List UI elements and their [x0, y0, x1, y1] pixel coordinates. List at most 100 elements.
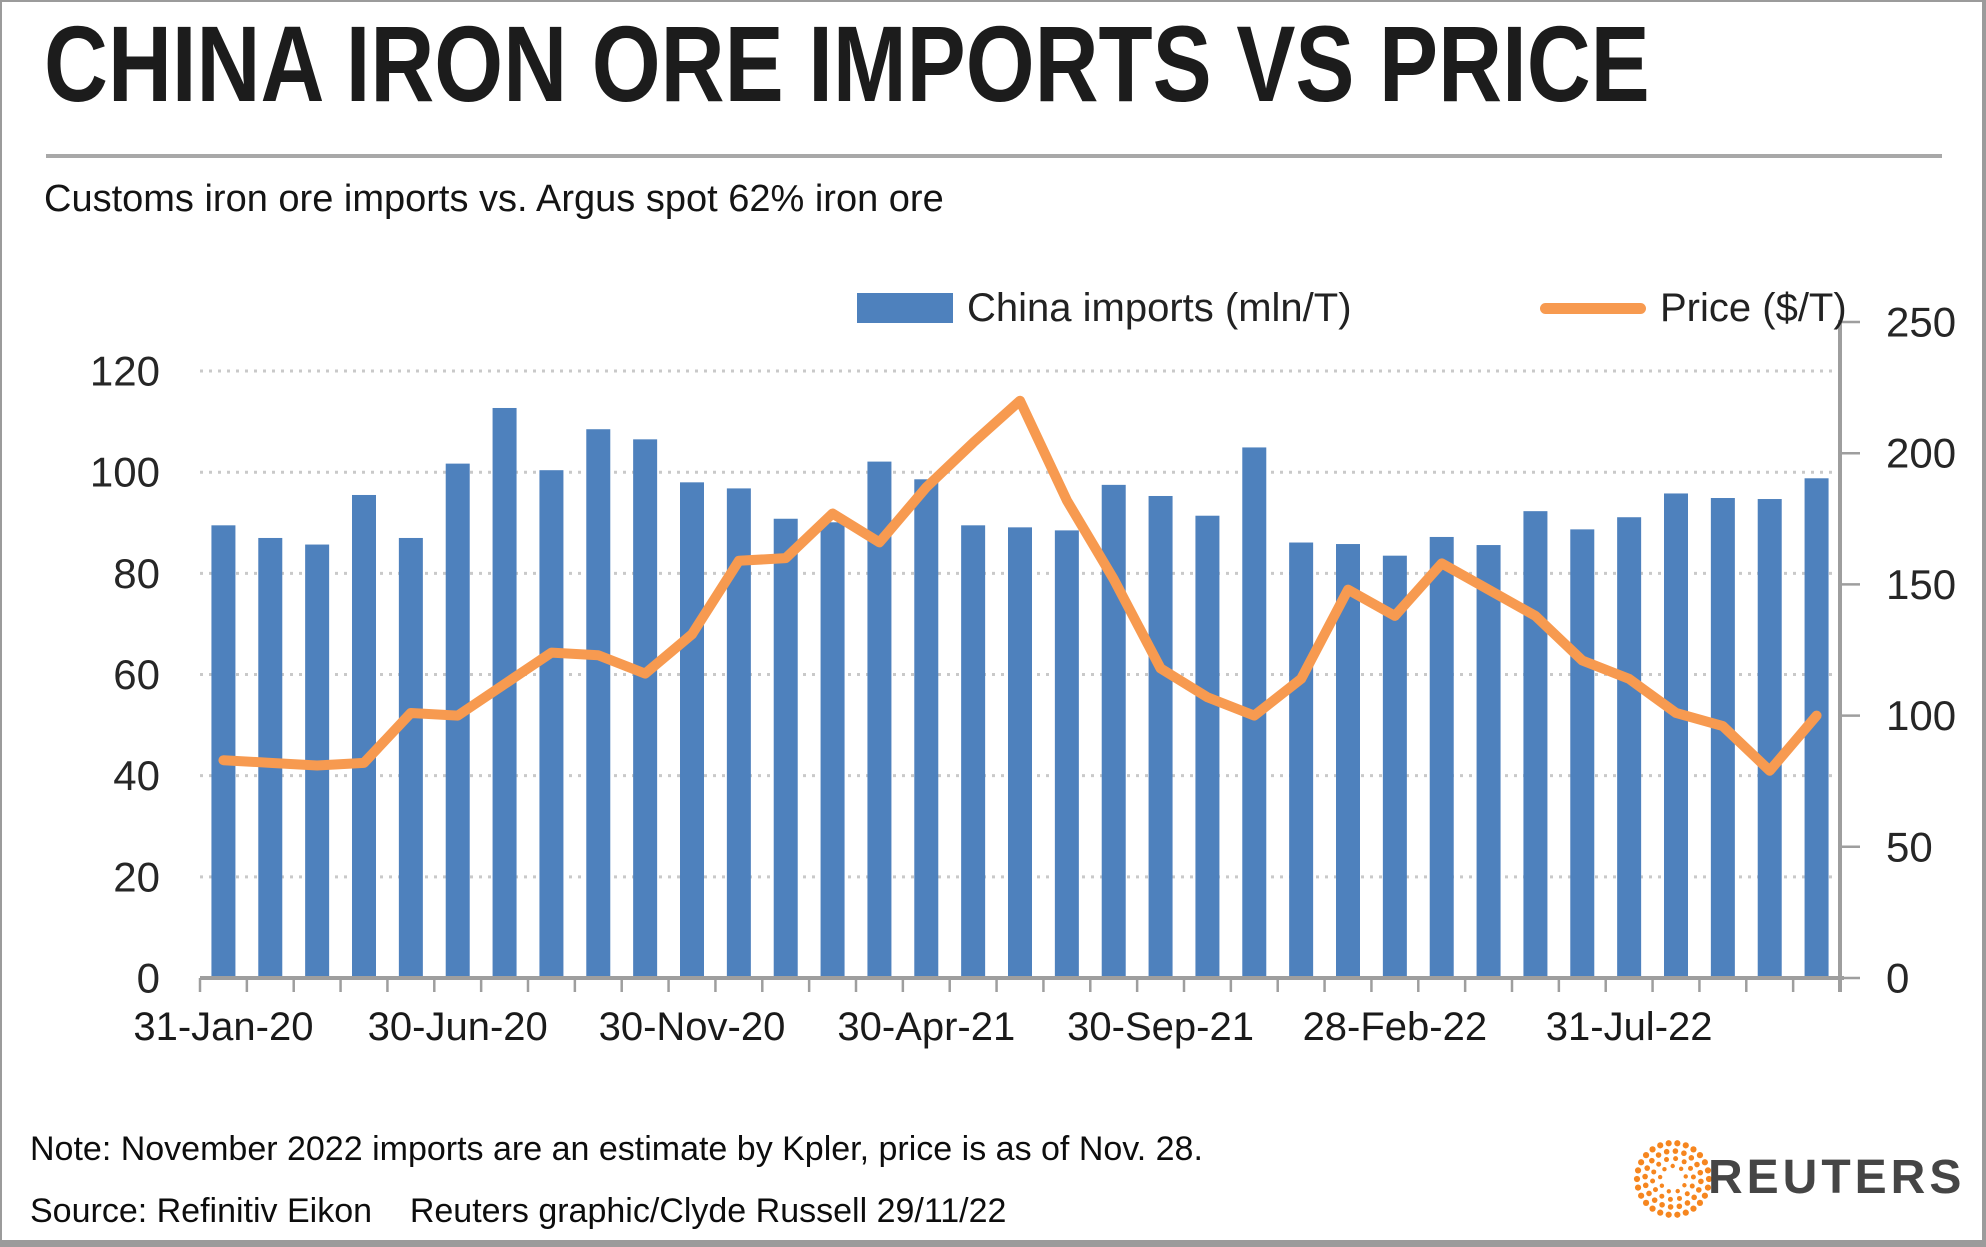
import-bar: [1476, 545, 1501, 978]
import-bar: [398, 537, 423, 978]
logo-dot: [1688, 1155, 1695, 1161]
logo-dot: [1674, 1140, 1681, 1147]
logo-dot: [1638, 1192, 1645, 1199]
page-title: CHINA IRON ORE IMPORTS VS PRICE: [44, 3, 1650, 124]
logo-dot: [1665, 1140, 1672, 1147]
import-bar: [1336, 544, 1360, 978]
import-bar: [633, 439, 658, 978]
import-bar: [492, 407, 517, 978]
logo-dot: [1652, 1187, 1658, 1193]
imports-legend-label: China imports (mln/T): [967, 285, 1352, 330]
logo-dot: [1642, 1182, 1649, 1189]
logo-dot: [1681, 1159, 1687, 1165]
import-bar: [961, 525, 986, 978]
logo-dot: [1655, 1152, 1662, 1158]
logo-dot: [1633, 1175, 1641, 1183]
logo-dot: [1694, 1161, 1700, 1168]
import-bar: [445, 463, 470, 978]
logo-dot: [1695, 1187, 1702, 1193]
logo-dot: [1676, 1203, 1683, 1210]
left-axis-tick-label: 120: [90, 348, 160, 395]
logo-dot: [1675, 1188, 1680, 1194]
logo-dot: [1696, 1152, 1704, 1159]
right-axis-tick-label: 100: [1886, 692, 1956, 739]
import-bar: [1664, 493, 1688, 978]
logo-dot: [1670, 1163, 1675, 1169]
logo-dot: [1642, 1173, 1648, 1180]
logo-dot: [1657, 1209, 1664, 1216]
logo-dot: [1642, 1152, 1650, 1159]
reuters-wordmark: REUTERS: [1708, 1151, 1966, 1204]
left-axis-tick-label: 60: [113, 651, 160, 698]
logo-dot: [1642, 1199, 1650, 1206]
logo-dot: [1705, 1175, 1713, 1183]
price-line: [218, 395, 1822, 776]
logo-dot: [1704, 1167, 1712, 1174]
import-bar: [914, 479, 939, 978]
right-axis-tick-label: 200: [1886, 430, 1956, 477]
logo-dot: [1638, 1159, 1645, 1166]
title-divider: [46, 154, 1942, 158]
logo-dot: [1690, 1205, 1697, 1212]
logo-dot: [1681, 1150, 1687, 1157]
reuters-logo-icon: [1633, 1140, 1713, 1218]
logo-dot: [1682, 1183, 1687, 1188]
logo-dot: [1688, 1165, 1694, 1171]
logo-dot: [1634, 1184, 1642, 1191]
import-bar: [539, 470, 564, 978]
legend-item-price: Price ($/T): [1540, 286, 1847, 330]
source-line: Source: Refinitiv Eikon Reuters graphic/…: [30, 1192, 1007, 1230]
logo-dot: [1697, 1169, 1704, 1176]
import-bar: [1382, 555, 1407, 978]
logo-dot: [1649, 1146, 1656, 1153]
right-axis-tick-label: 150: [1886, 561, 1956, 608]
logo-dot: [1701, 1159, 1708, 1166]
logo-dot: [1667, 1204, 1674, 1210]
logo-dot: [1690, 1146, 1697, 1153]
x-axis-date-label: 30-Nov-20: [599, 1005, 786, 1049]
logo-dot: [1690, 1174, 1696, 1180]
logo-dot: [1656, 1161, 1662, 1167]
import-bar: [1054, 530, 1079, 978]
import-bar: [211, 525, 236, 978]
import-bar: [1523, 511, 1548, 978]
logo-dot: [1704, 1184, 1712, 1191]
logo-dot: [1672, 1148, 1679, 1154]
logo-dot: [1683, 1174, 1688, 1179]
import-bar: [820, 522, 845, 978]
x-axis-date-label: 28-Feb-22: [1303, 1005, 1488, 1049]
imports-legend-swatch: [857, 293, 953, 323]
logo-dot: [1664, 1157, 1670, 1163]
x-axis-date-label: 30-Jun-20: [368, 1005, 548, 1049]
logo-dot: [1674, 1211, 1681, 1218]
logo-dot: [1657, 1174, 1663, 1180]
right-axis-tick-label: 250: [1886, 299, 1956, 346]
logo-dot: [1682, 1142, 1689, 1149]
right-axis-tick-label: 50: [1886, 823, 1933, 870]
legend-item-imports: China imports (mln/T): [857, 286, 1352, 330]
logo-dot: [1665, 1211, 1672, 1218]
logo-dot: [1701, 1192, 1708, 1199]
left-axis-tick-label: 0: [137, 955, 160, 1002]
logo-dot: [1646, 1190, 1652, 1197]
logo-dot: [1649, 1205, 1656, 1212]
logo-dot: [1667, 1196, 1673, 1202]
logo-dot: [1684, 1191, 1690, 1197]
logo-dot: [1657, 1142, 1664, 1149]
import-bar: [773, 518, 798, 978]
import-bar: [1429, 536, 1454, 978]
logo-dot: [1651, 1197, 1658, 1203]
import-bar: [586, 429, 611, 978]
logo-dot: [1676, 1195, 1682, 1201]
x-axis-date-label: 31-Jul-22: [1546, 1005, 1713, 1049]
import-bar: [680, 482, 704, 978]
chart-subtitle: Customs iron ore imports vs. Argus spot …: [44, 178, 944, 220]
left-axis-tick-label: 40: [113, 752, 160, 799]
price-legend-swatch: [1540, 302, 1646, 314]
logo-dot: [1698, 1178, 1704, 1185]
import-bar: [1289, 542, 1314, 978]
import-bar: [1617, 517, 1642, 978]
right-axis-tick-label: 0: [1886, 955, 1909, 1002]
